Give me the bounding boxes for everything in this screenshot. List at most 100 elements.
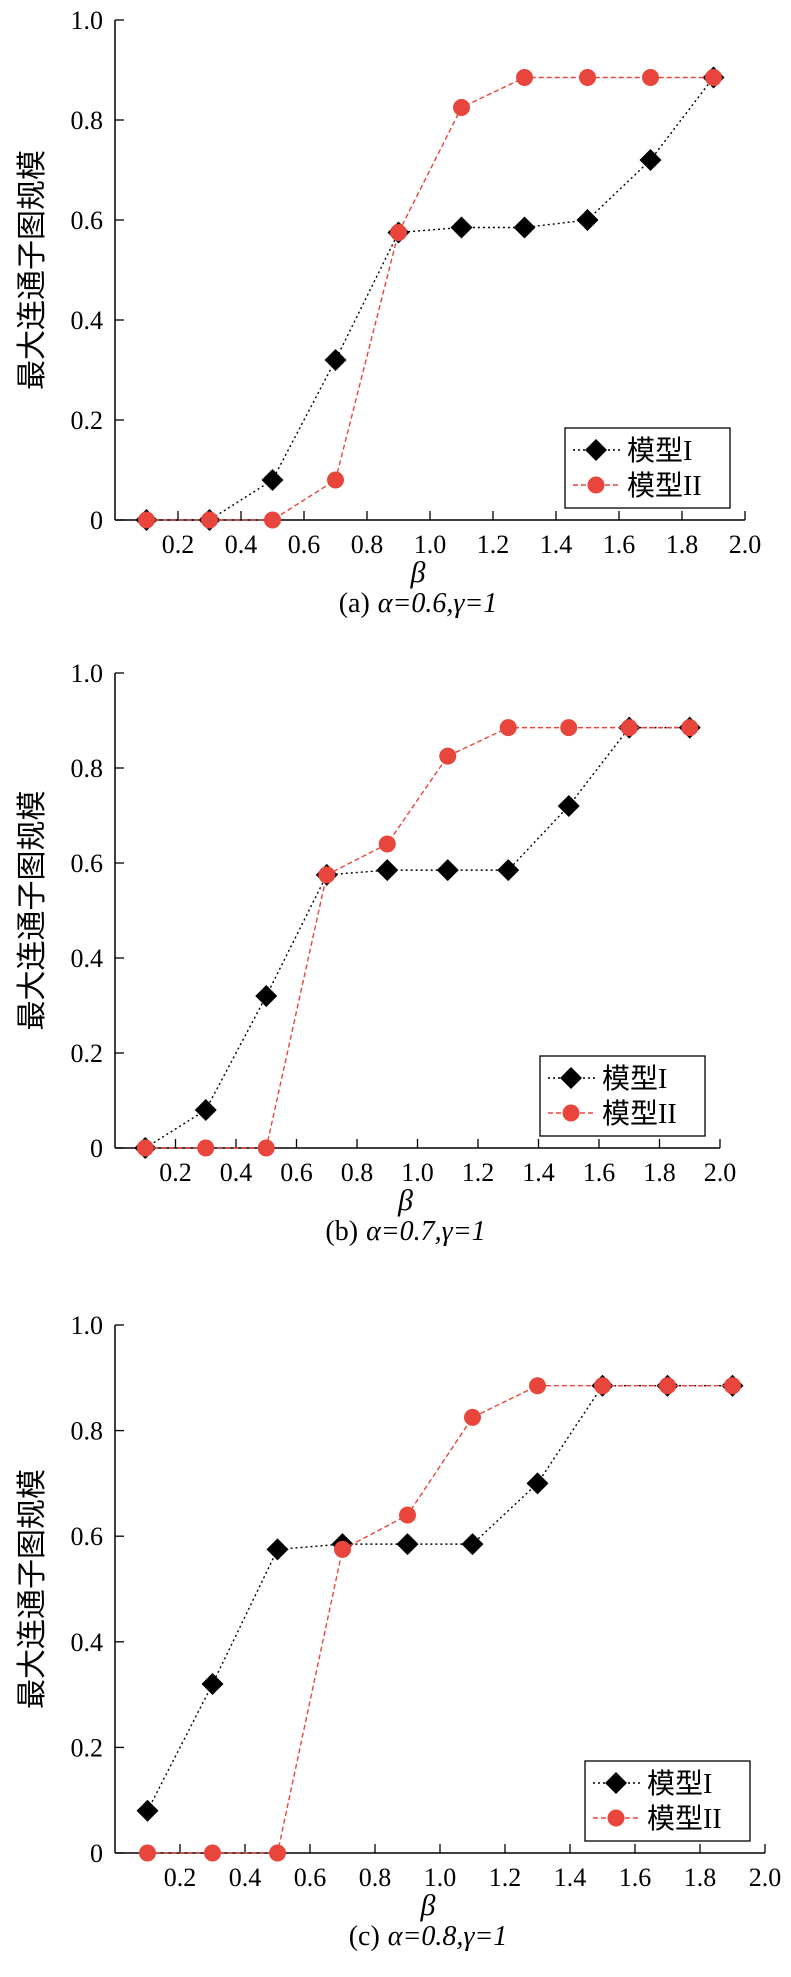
x-tick-label: 0.2 xyxy=(159,1158,192,1187)
chart-panel-c: 0 0.2 0.4 0.6 0.8 1.0 0.2 0.4 0.6 0.8 1.0 1.2 1.4 1.6… xyxy=(16,1311,781,1952)
y-tick-label: 0.4 xyxy=(71,944,104,973)
series-2 xyxy=(136,719,699,1157)
data-point-diamond xyxy=(450,216,473,239)
x-tick-label: 1.0 xyxy=(401,1158,434,1187)
data-point-diamond xyxy=(194,1099,217,1121)
x-tick-label: 0.4 xyxy=(225,530,258,559)
y-axis-label: 最大连通子图规模 xyxy=(16,1469,49,1709)
panel-params: α=0.7,γ=1 xyxy=(366,1216,486,1247)
data-point-diamond xyxy=(639,149,662,171)
x-tick-label: 2.0 xyxy=(749,1863,782,1892)
y-tick-label: 0.8 xyxy=(71,754,104,783)
chart-panel-a: 0 0.2 0.4 0.6 0.8 1.0 0.2 0.4 0.6 0.8 1.0 1.2 1.4 1.6… xyxy=(16,6,761,619)
x-tick-label: 0.6 xyxy=(294,1863,327,1892)
data-point-circle xyxy=(705,69,722,86)
data-point-diamond xyxy=(376,859,399,882)
y-tick-label: 0.4 xyxy=(71,306,104,335)
x-tick-label: 0.2 xyxy=(162,530,195,559)
legend-marker-diamond xyxy=(605,1772,627,1794)
panel-caption: (a) α=0.6,γ=1 xyxy=(339,588,498,619)
data-point-circle xyxy=(269,1844,286,1862)
y-tick-label: 0.4 xyxy=(71,1628,104,1657)
data-point-circle xyxy=(197,1139,215,1157)
x-tick-label: 0.6 xyxy=(280,1158,313,1187)
x-tick-label: 1.8 xyxy=(643,1158,676,1187)
data-point-circle xyxy=(399,1506,416,1524)
data-point-circle xyxy=(136,1139,154,1157)
data-point-diamond xyxy=(396,1533,419,1556)
data-point-circle xyxy=(378,835,396,853)
y-tick-label: 0.6 xyxy=(71,206,104,235)
data-point-diamond xyxy=(461,1533,484,1556)
data-point-diamond xyxy=(436,859,459,882)
x-tick-label: 0.8 xyxy=(341,1158,374,1187)
data-point-circle xyxy=(334,1540,351,1558)
x-tick-label: 1.8 xyxy=(684,1863,717,1892)
x-tick-label: 0.6 xyxy=(288,530,321,559)
data-point-diamond xyxy=(136,1799,159,1822)
legend-label: 模型II xyxy=(602,1098,677,1130)
x-axis-label: β xyxy=(397,1184,413,1217)
x-tick-label: 1.2 xyxy=(477,530,510,559)
data-point-circle xyxy=(201,511,218,529)
legend-marker-circle xyxy=(562,1104,580,1122)
data-point-circle xyxy=(439,747,457,765)
panel-label: (c) xyxy=(349,1921,380,1952)
legend-marker-circle xyxy=(587,476,605,494)
data-point-diamond xyxy=(266,1538,289,1561)
data-point-circle xyxy=(318,866,336,884)
x-tick-label: 1.6 xyxy=(619,1863,652,1892)
series-line xyxy=(144,726,690,1149)
series-line xyxy=(147,1385,733,1854)
series-2 xyxy=(139,1377,741,1862)
y-tick-label: 0 xyxy=(90,1134,103,1163)
data-point-circle xyxy=(724,1377,741,1395)
legend-marker-circle xyxy=(607,1809,625,1827)
series-2 xyxy=(138,69,722,529)
data-point-circle xyxy=(594,1377,611,1395)
data-point-circle xyxy=(264,511,281,529)
x-tick-label: 1.4 xyxy=(540,530,573,559)
x-tick-label: 0.8 xyxy=(351,530,384,559)
data-point-circle xyxy=(642,69,659,86)
y-tick-label: 1.0 xyxy=(71,1311,104,1340)
y-tick-label: 0.2 xyxy=(71,1733,104,1762)
data-point-circle xyxy=(681,719,699,737)
chart-panel-b: 0 0.2 0.4 0.6 0.8 1.0 0.2 0.4 0.6 0.8 1.0 1.2 1.4 1.6… xyxy=(16,659,736,1247)
panel-params: α=0.6,γ=1 xyxy=(378,588,498,619)
legend-marker-diamond xyxy=(585,439,607,461)
data-point-circle xyxy=(499,719,517,737)
x-axis-label: β xyxy=(410,556,426,589)
data-point-diamond xyxy=(557,795,580,817)
data-point-circle xyxy=(257,1139,275,1157)
data-point-circle xyxy=(579,69,596,86)
y-tick-label: 0.2 xyxy=(71,1039,104,1068)
legend-label: 模型I xyxy=(627,435,692,467)
x-tick-label: 1.0 xyxy=(424,1863,457,1892)
y-tick-label: 0.2 xyxy=(71,406,104,435)
legend-label: 模型II xyxy=(627,470,702,502)
legend-box xyxy=(564,427,731,509)
y-tick-label: 1.0 xyxy=(71,659,104,688)
y-tick-label: 0 xyxy=(90,506,103,535)
data-point-diamond xyxy=(526,1472,549,1495)
data-point-diamond xyxy=(513,216,536,239)
data-point-diamond xyxy=(255,985,278,1007)
legend-label: 模型I xyxy=(602,1063,667,1095)
legend-label: 模型II xyxy=(647,1803,722,1835)
data-point-circle xyxy=(138,511,155,529)
legend-box xyxy=(584,1760,751,1842)
x-tick-label: 2.0 xyxy=(729,530,762,559)
series-line xyxy=(146,77,715,521)
series-1 xyxy=(136,1374,744,1822)
data-point-circle xyxy=(659,1377,676,1395)
x-tick-label: 0.8 xyxy=(359,1863,392,1892)
data-point-circle xyxy=(529,1377,546,1395)
y-tick-label: 0.8 xyxy=(71,1417,104,1446)
data-point-circle xyxy=(204,1844,221,1862)
x-tick-label: 1.4 xyxy=(522,1158,555,1187)
data-point-circle xyxy=(560,719,578,737)
data-point-diamond xyxy=(201,1673,224,1696)
